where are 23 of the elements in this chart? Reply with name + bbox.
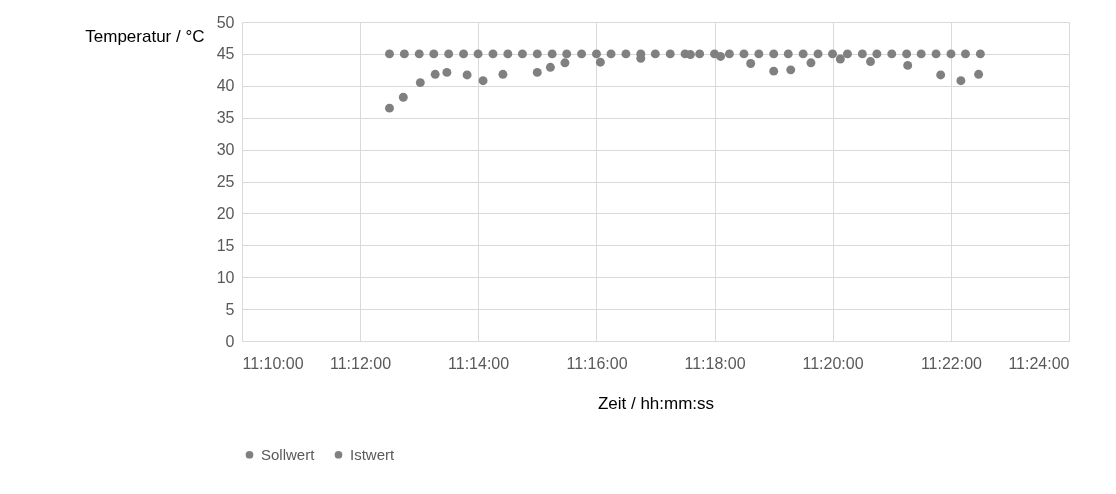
x-tick-label: 11:20:00 [802,354,864,372]
y-axis-title: Temperatur / °C [85,26,205,46]
legend-label: Istwert [350,445,395,463]
legend-label: Sollwert [261,445,316,463]
x-tick-label: 11:24:00 [1008,354,1070,372]
x-tick-label: 11:22:00 [920,354,983,372]
y-tick-label: 45 [216,45,235,63]
y-tick-label: 30 [216,141,235,159]
x-axis-title: Zeit / hh:mm:ss [597,393,715,413]
y-tick-label: 50 [216,13,235,31]
y-tick-label: 0 [225,332,235,350]
y-tick-label: 10 [216,268,235,286]
x-tick-label: 11:10:00 [242,354,304,372]
y-tick-label: 35 [216,109,235,127]
x-tick-label: 11:14:00 [448,354,510,372]
y-tick-label: 40 [216,77,235,95]
y-tick-label: 5 [225,300,235,318]
y-tick-label: 15 [216,236,235,254]
x-tick-label: 11:18:00 [684,354,746,372]
y-tick-label: 25 [216,173,235,190]
x-tick-label: 11:16:00 [566,354,628,372]
y-tick-label: 20 [216,204,235,222]
x-tick-label: 11:12:00 [329,354,392,372]
